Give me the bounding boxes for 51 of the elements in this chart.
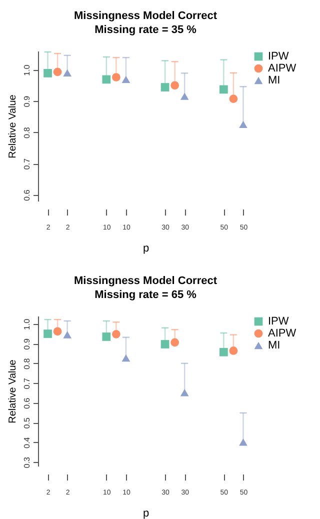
legend-label: IPW (268, 50, 290, 62)
y-axis-title: Relative Value (8, 94, 18, 158)
point (112, 330, 120, 338)
point (102, 75, 111, 84)
point (44, 69, 52, 78)
x-axis-title: p (142, 508, 150, 519)
y-tick-label: 0.8 (22, 126, 32, 138)
y-tick-label: 0.6 (22, 189, 32, 201)
point (229, 94, 238, 103)
point (102, 332, 111, 341)
point (220, 85, 228, 94)
y-tick-label: 1.0 (22, 318, 32, 330)
y-tick-label: 0.9 (22, 338, 32, 350)
legend-label: MI (268, 340, 280, 352)
y-tick-label: 0.7 (22, 158, 32, 170)
point (180, 388, 189, 396)
chart-title: Missingness Model Correct (74, 10, 218, 22)
point (170, 81, 179, 90)
point (239, 120, 248, 128)
point (239, 438, 248, 446)
y-tick-label: 0.8 (22, 358, 32, 370)
legend-label: IPW (268, 316, 290, 328)
y-tick-label: 0.7 (22, 377, 32, 390)
point (44, 330, 52, 338)
point (229, 346, 238, 355)
point (53, 68, 62, 76)
point (122, 354, 130, 362)
chart-subtitle: Missing rate = 35 % (94, 24, 197, 36)
point (220, 348, 228, 356)
legend-label: MI (268, 74, 280, 86)
point (53, 327, 62, 336)
legend-label: AIPW (268, 62, 297, 74)
y-tick-label: 0.4 (22, 436, 32, 448)
legend-label: AIPW (268, 328, 297, 340)
point (180, 92, 189, 100)
chart-subtitle: Missing rate = 65 % (94, 289, 197, 301)
y-axis-title: Relative Value (8, 359, 18, 424)
x-axis-title: p (142, 242, 150, 254)
point (160, 340, 170, 348)
y-tick-label: 0.5 (22, 416, 32, 429)
point (170, 338, 179, 347)
y-tick-label: 0.6 (22, 397, 32, 409)
y-tick-label: 0.9 (22, 95, 32, 108)
point (160, 83, 170, 92)
chart-title: Missingness Model Correct (74, 275, 218, 287)
point (63, 331, 72, 338)
point (122, 76, 130, 84)
point (63, 69, 72, 76)
point (112, 73, 120, 82)
y-tick-label: 1.0 (22, 64, 32, 76)
y-tick-label: 0.3 (22, 456, 32, 468)
